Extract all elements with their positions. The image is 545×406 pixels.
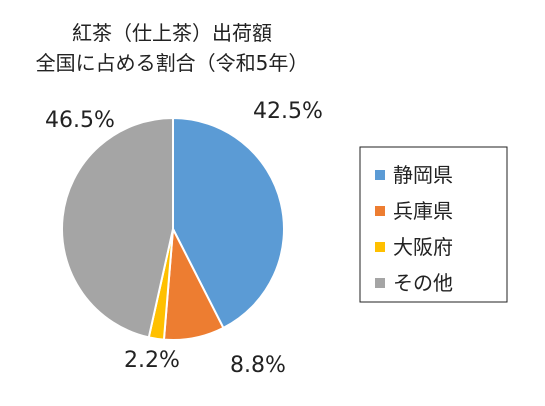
legend-swatch-osaka <box>375 242 385 252</box>
chart-title-line-2: 全国に占める割合（令和5年） <box>36 51 309 75</box>
data-label-other: 46.5% <box>45 108 115 133</box>
data-label-osaka: 2.2% <box>124 348 180 373</box>
pie-slice-other <box>60 117 174 339</box>
legend-box <box>359 146 508 303</box>
legend-label-shizuoka: 静岡県 <box>393 163 453 187</box>
pie-slice-shizuoka <box>172 117 285 329</box>
legend-swatch-other <box>375 278 385 288</box>
data-label-hyogo: 8.8% <box>230 353 286 378</box>
pie-slices <box>60 117 285 341</box>
chart-title-line-1: 紅茶（仕上茶）出荷額 <box>72 21 272 45</box>
data-label-shizuoka: 42.5% <box>253 99 323 124</box>
legend-swatch-hyogo <box>375 206 385 216</box>
legend-label-osaka: 大阪府 <box>393 235 453 259</box>
data-labels: 42.5% 8.8% 2.2% 46.5% <box>45 99 323 378</box>
legend-label-other: その他 <box>393 271 453 295</box>
legend-swatch-shizuoka <box>375 170 385 180</box>
legend-label-hyogo: 兵庫県 <box>393 199 453 223</box>
